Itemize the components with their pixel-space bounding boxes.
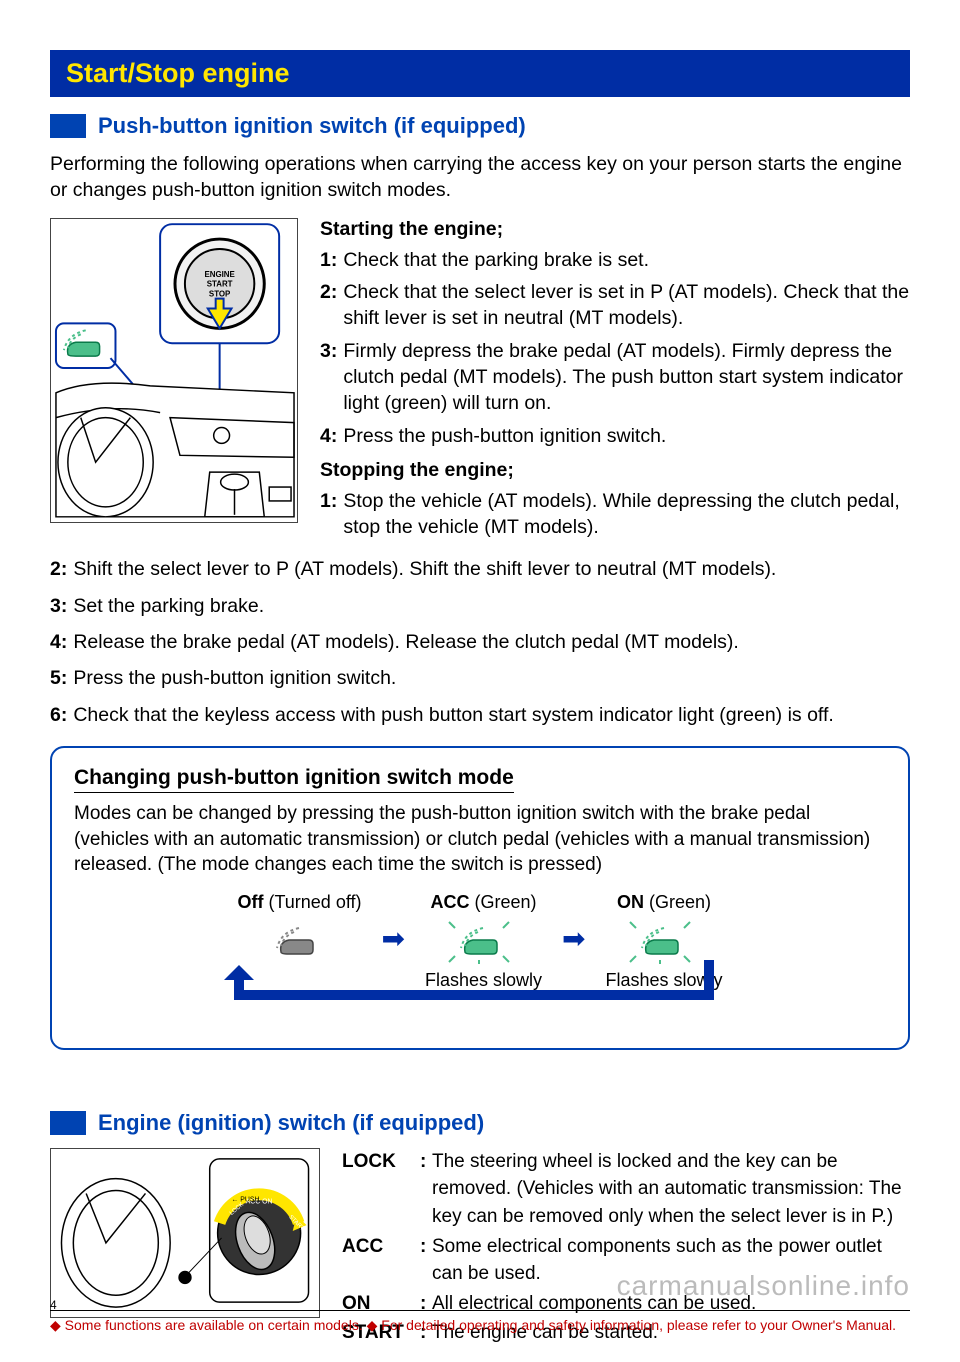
section-block-icon [50, 114, 86, 138]
step-text: Check that the select lever is set in P … [343, 279, 910, 332]
return-arrow-icon [214, 960, 724, 1020]
step-text: Press the push-button ignition switch. [343, 423, 666, 449]
footer-note: ◆ Some functions are available on certai… [50, 1310, 910, 1334]
mode-acc-bold: ACC [430, 892, 469, 912]
step-number: 3: [50, 593, 67, 619]
stop-step: 5:Press the push-button ignition switch. [50, 665, 910, 691]
step-text: Firmly depress the brake pedal (AT model… [343, 338, 910, 417]
mode-box-title: Changing push-button ignition switch mod… [74, 766, 514, 793]
svg-text:ENGINE: ENGINE [204, 269, 234, 278]
def-row: ACC : Some electrical components such as… [342, 1233, 910, 1288]
key-off-icon [237, 920, 361, 964]
step-text: Shift the select lever to P (AT models).… [73, 556, 776, 582]
stop-step: 1:Stop the vehicle (AT models). While de… [320, 488, 910, 541]
start-step: 4:Press the push-button ignition switch. [320, 423, 910, 449]
def-colon: : [420, 1148, 432, 1231]
section1-intro: Performing the following operations when… [50, 151, 910, 204]
section1-heading-text: Push-button ignition switch (if equipped… [98, 113, 526, 139]
stopping-heading: Stopping the engine; [320, 459, 910, 482]
step-text: Check that the keyless access with push … [73, 702, 834, 728]
step-text: Press the push-button ignition switch. [73, 665, 396, 691]
section2-heading-text: Engine (ignition) switch (if equipped) [98, 1110, 484, 1136]
step-number: 4: [320, 423, 337, 449]
stop-step: 2:Shift the select lever to P (AT models… [50, 556, 910, 582]
step-number: 1: [320, 247, 337, 273]
step-text: Release the brake pedal (AT models). Rel… [73, 629, 739, 655]
def-row: LOCK : The steering wheel is locked and … [342, 1148, 910, 1231]
arrow-icon: ➡ [562, 922, 585, 955]
mode-change-box: Changing push-button ignition switch mod… [50, 746, 910, 1050]
section-block-icon [50, 1111, 86, 1135]
step-number: 5: [50, 665, 67, 691]
key-acc-icon [425, 920, 542, 964]
stop-step: 4:Release the brake pedal (AT models). R… [50, 629, 910, 655]
svg-text:START: START [207, 279, 233, 288]
def-text: The steering wheel is locked and the key… [432, 1148, 910, 1231]
mode-acc-rest: (Green) [469, 892, 536, 912]
def-text: Some electrical components such as the p… [432, 1233, 910, 1288]
ignition-switch-illustration: ACC ON LOCK START ← PUSH [50, 1148, 320, 1318]
page-title-bar: Start/Stop engine [50, 50, 910, 97]
step-text: Check that the parking brake is set. [343, 247, 649, 273]
section2-heading: Engine (ignition) switch (if equipped) [50, 1110, 910, 1136]
dashboard-illustration: ENGINE START STOP [50, 218, 298, 523]
arrow-icon: ➡ [382, 922, 405, 955]
svg-text:← PUSH: ← PUSH [231, 1196, 259, 1203]
step-number: 1: [320, 488, 337, 541]
mode-on-rest: (Green) [644, 892, 711, 912]
def-colon: : [420, 1233, 432, 1288]
footer-part1: ◆ Some functions are available on certai… [50, 1317, 367, 1333]
svg-text:STOP: STOP [209, 289, 231, 298]
mode-box-desc: Modes can be changed by pressing the pus… [74, 801, 886, 878]
key-on-icon [605, 920, 722, 964]
start-step: 3:Firmly depress the brake pedal (AT mod… [320, 338, 910, 417]
stop-step: 3:Set the parking brake. [50, 593, 910, 619]
mode-off-bold: Off [237, 892, 263, 912]
start-step: 2:Check that the select lever is set in … [320, 279, 910, 332]
mode-off-rest: (Turned off) [263, 892, 361, 912]
step-number: 4: [50, 629, 67, 655]
footer-part2: ◆ For detailed operating and safety info… [367, 1317, 896, 1333]
start-step: 1:Check that the parking brake is set. [320, 247, 910, 273]
mode-on-bold: ON [617, 892, 644, 912]
def-label: LOCK [342, 1148, 420, 1231]
step-number: 6: [50, 702, 67, 728]
def-label: ACC [342, 1233, 420, 1288]
step-number: 2: [320, 279, 337, 332]
step-number: 2: [50, 556, 67, 582]
starting-heading: Starting the engine; [320, 218, 910, 241]
section1-heading: Push-button ignition switch (if equipped… [50, 113, 910, 139]
stop-step: 6:Check that the keyless access with pus… [50, 702, 910, 728]
page-title-text: Start/Stop engine [66, 58, 290, 88]
step-text: Stop the vehicle (AT models). While depr… [343, 488, 910, 541]
step-text: Set the parking brake. [73, 593, 264, 619]
step-number: 3: [320, 338, 337, 417]
